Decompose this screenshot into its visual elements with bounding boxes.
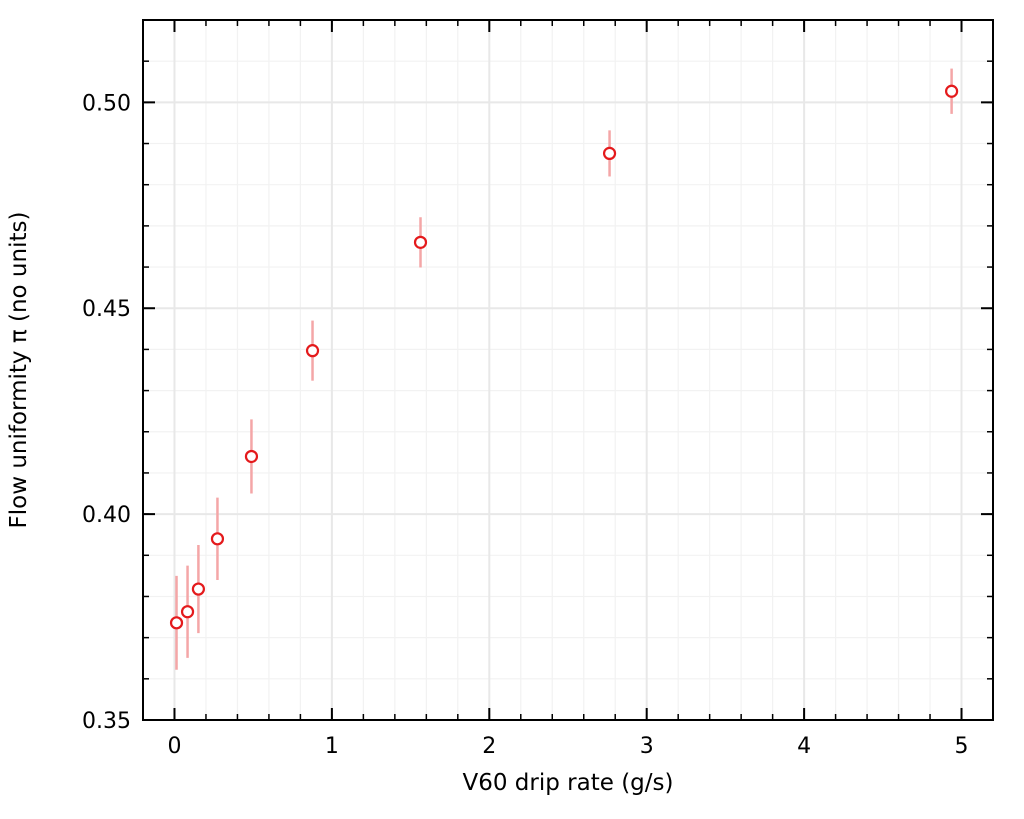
data-point bbox=[244, 449, 259, 464]
data-point bbox=[305, 344, 320, 358]
y-tick-label: 0.35 bbox=[82, 709, 131, 734]
data-point bbox=[210, 532, 225, 546]
y-tick-label: 0.45 bbox=[82, 297, 131, 322]
data-marks bbox=[169, 68, 959, 670]
x-tick-label: 1 bbox=[325, 734, 339, 759]
x-tick-label: 2 bbox=[482, 734, 496, 759]
data-point bbox=[180, 605, 195, 619]
grid bbox=[142, 19, 994, 721]
data-point bbox=[191, 582, 206, 596]
y-tick-label: 0.40 bbox=[82, 503, 131, 528]
data-point bbox=[602, 146, 617, 161]
x-tick-label: 3 bbox=[640, 734, 654, 759]
x-tick-label: 5 bbox=[955, 734, 969, 759]
data-point bbox=[945, 84, 959, 98]
data-point bbox=[413, 235, 428, 249]
x-tick-label: 0 bbox=[167, 734, 181, 759]
x-axis-label: V60 drip rate (g/s) bbox=[463, 770, 674, 796]
data-point bbox=[169, 616, 184, 630]
axis-ticks bbox=[142, 19, 994, 721]
plot-frame bbox=[142, 19, 994, 721]
y-axis-label: Flow uniformity π (no units) bbox=[6, 212, 32, 529]
y-tick-label: 0.50 bbox=[82, 91, 131, 116]
x-tick-label: 4 bbox=[797, 734, 811, 759]
tick-labels: 0 1 2 3 4 5 0.35 0.40 0.45 0.50 bbox=[82, 91, 969, 759]
